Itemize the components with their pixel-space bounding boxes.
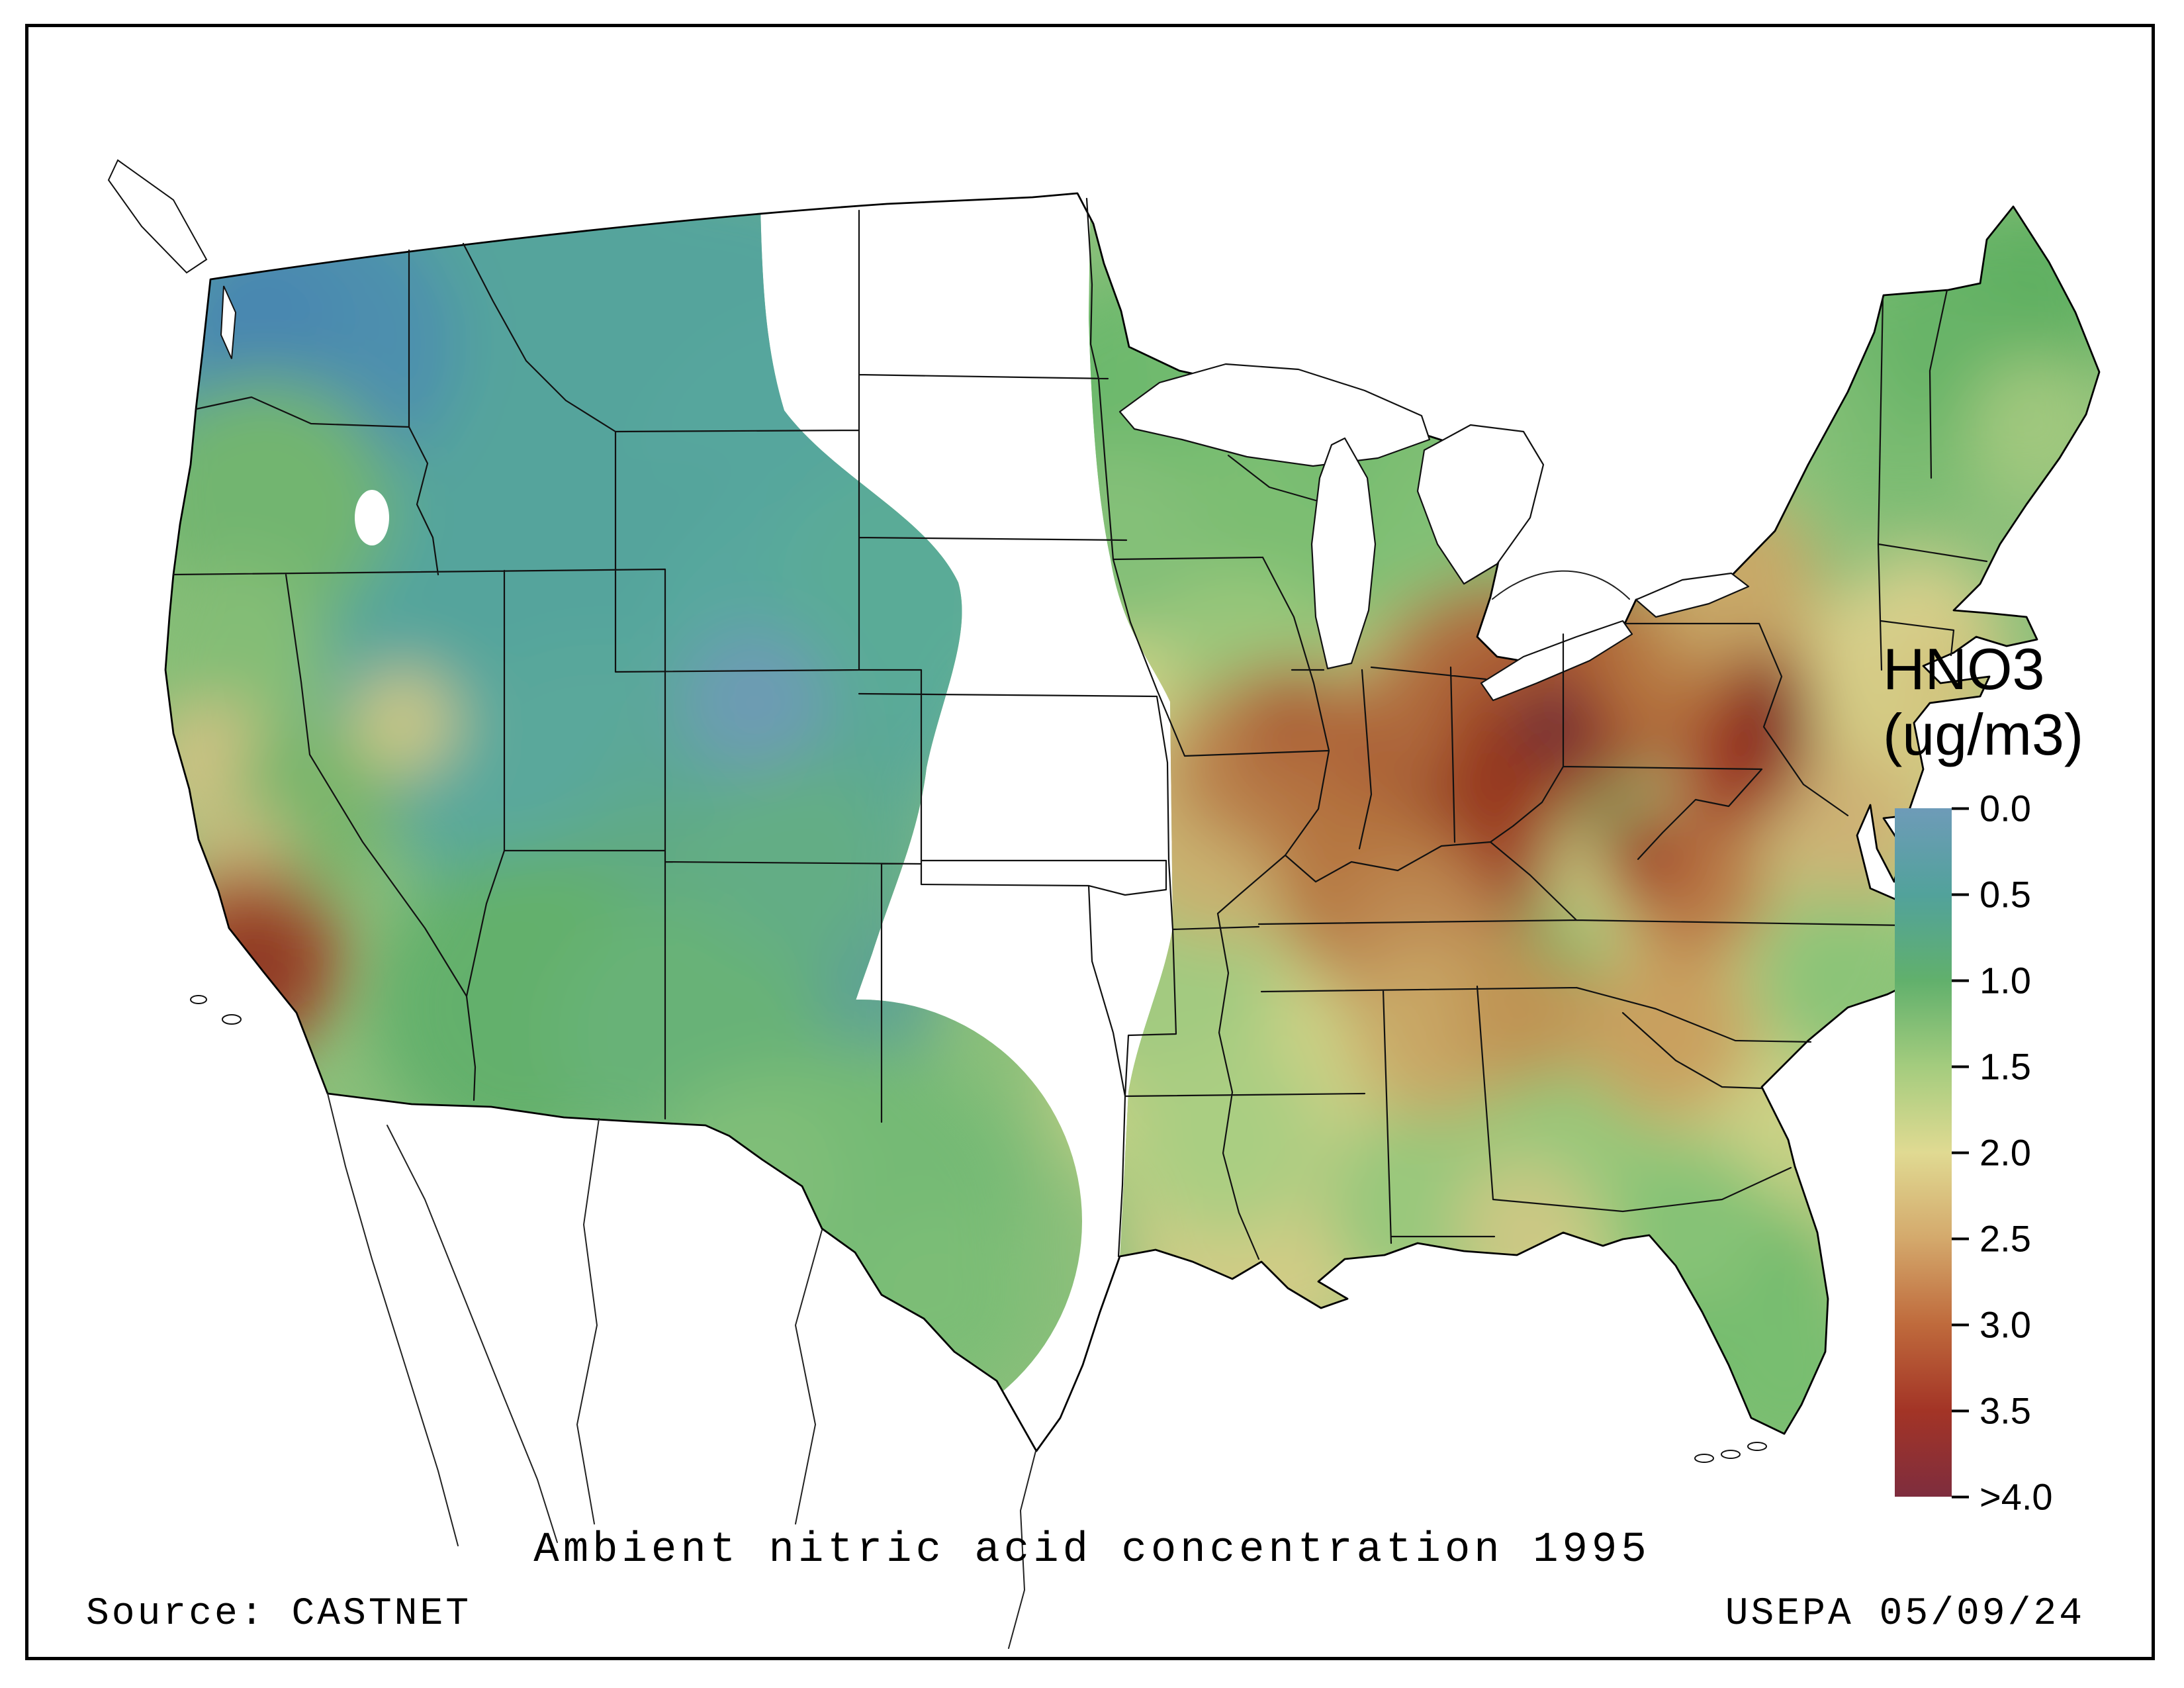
legend-tick: 3.5 (1952, 1389, 2031, 1432)
foreign-boundaries (107, 159, 1767, 1649)
credit-text: USEPA 05/09/24 (1725, 1593, 2085, 1636)
channel-island (222, 1014, 242, 1025)
great-lakes (1118, 363, 1750, 702)
lake-huron (1416, 424, 1545, 585)
vancouver-island (107, 159, 208, 274)
legend-tick-mark (1952, 1065, 1969, 1068)
legend-title-line2: (ug/m3) (1883, 701, 2084, 767)
state-borders (172, 197, 1988, 1260)
legend: HNO3 (ug/m3) 0.0 0.5 1.0 1.5 2.0 2.5 3.0 3.5 >4.… (1883, 636, 2167, 1518)
great-salt-lake (355, 490, 389, 545)
legend-tick: >4.0 (1952, 1476, 2053, 1519)
legend-colorbar (1895, 808, 1952, 1497)
legend-tick-label: >4.0 (1979, 1476, 2053, 1518)
florida-key (1747, 1442, 1767, 1451)
legend-tick: 0.0 (1952, 787, 2031, 830)
legend-tick-label: 0.0 (1979, 787, 2031, 829)
lake-erie (1480, 620, 1633, 702)
florida-key (1694, 1454, 1714, 1463)
legend-tick: 3.0 (1952, 1303, 2031, 1346)
legend-tick: 0.5 (1952, 873, 2031, 916)
legend-tick-mark (1952, 979, 1969, 982)
puget-sound (220, 285, 237, 359)
legend-tick: 1.0 (1952, 959, 2031, 1002)
legend-title-line1: HNO3 (1883, 636, 2045, 702)
florida-key (1721, 1450, 1741, 1459)
legend-tick-label: 3.5 (1979, 1389, 2031, 1432)
channel-island (190, 995, 207, 1004)
legend-tick-label: 2.5 (1979, 1217, 2031, 1260)
legend-tick-mark (1952, 1151, 1969, 1154)
legend-ticks: 0.0 0.5 1.0 1.5 2.0 2.5 3.0 3.5 >4.0 (1952, 788, 2124, 1518)
lake-superior (1118, 363, 1431, 467)
legend-tick: 2.5 (1952, 1217, 2031, 1260)
map-title: Ambient nitric acid concentration 1995 (533, 1526, 1651, 1574)
us-outline (164, 192, 2101, 1452)
legend-tick-mark (1952, 1237, 1969, 1241)
legend-tick-label: 1.0 (1979, 959, 2031, 1002)
legend-tick: 2.0 (1952, 1131, 2031, 1174)
legend-scale: 0.0 0.5 1.0 1.5 2.0 2.5 3.0 3.5 >4.0 (1883, 788, 2167, 1518)
legend-tick-label: 3.0 (1979, 1303, 2031, 1346)
legend-tick: 1.5 (1952, 1045, 2031, 1088)
legend-tick-mark (1952, 1323, 1969, 1327)
legend-tick-mark (1952, 1409, 1969, 1413)
legend-tick-mark (1952, 893, 1969, 896)
source-text: Source: CASTNET (86, 1593, 472, 1636)
lake-michigan (1310, 437, 1377, 670)
legend-tick-mark (1952, 807, 1969, 810)
figure-border (25, 24, 2155, 1660)
lake-ontario (1635, 572, 1750, 618)
concentration-blobs (165, 193, 2099, 1451)
legend-tick-mark (1952, 1495, 1969, 1499)
legend-tick-label: 2.0 (1979, 1131, 2031, 1174)
legend-tick-label: 1.5 (1979, 1045, 2031, 1088)
legend-tick-label: 0.5 (1979, 873, 2031, 915)
